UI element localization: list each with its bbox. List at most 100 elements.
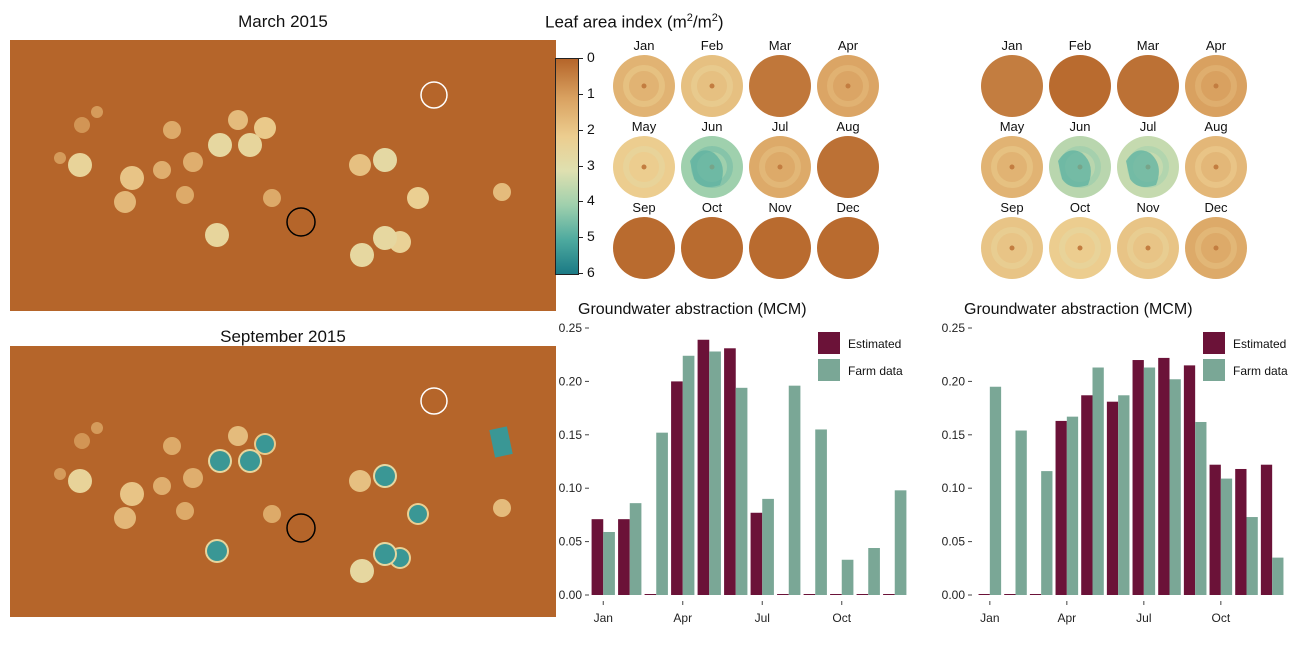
- y-tick-label: 0.00: [559, 588, 583, 602]
- lai-month-cell: Mar: [1116, 38, 1180, 120]
- bar-estimated: [1055, 420, 1067, 595]
- lai-field-disc: [1117, 217, 1179, 279]
- lai-field-disc: [1117, 55, 1179, 117]
- x-tick-label: Jul: [755, 611, 770, 625]
- y-tick-label: 0.15: [942, 428, 966, 442]
- month-label: Apr: [1205, 38, 1227, 53]
- lai-month-cell: Jun: [1048, 119, 1112, 201]
- bar-estimated: [1029, 594, 1042, 595]
- lai-field-disc: [749, 136, 811, 198]
- x-tick-label: Jan: [980, 611, 999, 625]
- bar-estimated: [1132, 360, 1144, 595]
- lai-month-cell: Dec: [1184, 200, 1248, 282]
- bar-estimated: [883, 594, 895, 595]
- lai-field-disc: [817, 217, 879, 279]
- colorbar-tick: [578, 58, 583, 59]
- bar-estimated: [1004, 594, 1016, 595]
- lai-month-cell: Nov: [1116, 200, 1180, 282]
- bar-farm-data: [1246, 517, 1258, 595]
- lai-month-cell: Apr: [816, 38, 880, 120]
- y-tick-label: 0.00: [942, 588, 966, 602]
- lai-month-cell: Dec: [816, 200, 880, 282]
- bar-farm-data: [1118, 395, 1130, 595]
- colorbar-tick: [578, 201, 583, 203]
- colorbar-label: 4: [587, 192, 595, 209]
- lai-field-disc: [681, 55, 743, 117]
- september-2015-map: [10, 346, 556, 617]
- y-tick-label: 0.10: [559, 481, 583, 495]
- bar-estimated: [644, 594, 657, 595]
- lai-field-disc: [1049, 55, 1111, 117]
- bar-farm-data: [894, 490, 907, 595]
- bar-estimated: [671, 381, 683, 595]
- y-tick-label: 0.05: [559, 535, 583, 549]
- bar-estimated: [724, 348, 736, 595]
- month-label: Dec: [836, 200, 860, 215]
- september-map-canvas: [10, 346, 556, 617]
- lai-title: Leaf area index (m2/m2): [545, 12, 724, 32]
- lai-field-disc: [1049, 136, 1111, 198]
- y-tick-label: 0.25: [559, 321, 583, 335]
- month-label: Nov: [768, 200, 792, 215]
- colorbar-tick: [578, 273, 583, 274]
- legend-swatch: [1203, 359, 1225, 381]
- bar-estimated: [1209, 464, 1221, 595]
- bar-estimated: [1106, 401, 1119, 595]
- month-label: Feb: [1068, 38, 1092, 53]
- bar-estimated: [830, 594, 842, 595]
- colorbar-label: 6: [587, 264, 595, 280]
- lai-field-disc: [1185, 55, 1247, 117]
- lai-month-cell: Jan: [980, 38, 1044, 120]
- bar-farm-data: [1195, 421, 1207, 595]
- march-2015-map: [10, 40, 556, 311]
- month-label: Jun: [1069, 119, 1091, 134]
- lai-field-disc: [1185, 217, 1247, 279]
- bar-estimated: [978, 594, 990, 595]
- bar-farm-data: [1169, 379, 1181, 595]
- month-label: Jul: [771, 119, 789, 134]
- bar-estimated: [1260, 464, 1273, 595]
- lai-field-disc: [1185, 136, 1247, 198]
- lai-field-disc: [681, 136, 743, 198]
- x-tick-label: Jul: [1136, 611, 1151, 625]
- lai-month-cell: Nov: [748, 200, 812, 282]
- bar-farm-data: [735, 387, 748, 595]
- legend-swatch: [818, 359, 840, 381]
- lai-month-cell: May: [612, 119, 676, 201]
- lai-colorbar: [555, 58, 579, 275]
- bar-estimated: [1183, 365, 1196, 595]
- colorbar-tick: [578, 129, 583, 131]
- bar-estimated: [618, 519, 630, 595]
- month-label: May: [999, 119, 1025, 134]
- lai-field-disc: [817, 55, 879, 117]
- bar-farm-data: [682, 355, 695, 595]
- y-tick-label: 0.25: [942, 321, 966, 335]
- lai-field-disc: [749, 55, 811, 117]
- legend-label: Farm data: [1233, 364, 1288, 378]
- y-tick-label: 0.15: [559, 428, 583, 442]
- march-map-title: March 2015: [238, 12, 328, 31]
- chart-1-title: Groundwater abstraction (MCM): [578, 301, 807, 318]
- bar-farm-data: [1272, 557, 1284, 595]
- bar-farm-data: [629, 503, 642, 595]
- lai-month-cell: Oct: [1048, 200, 1112, 282]
- colorbar-label: 5: [587, 228, 595, 245]
- month-label: Feb: [700, 38, 724, 53]
- month-label: Jul: [1139, 119, 1157, 134]
- colorbar-tick: [578, 165, 583, 167]
- lai-month-cell: Mar: [748, 38, 812, 120]
- bar-farm-data: [1092, 367, 1104, 595]
- bar-farm-data: [815, 429, 827, 595]
- colorbar-label: 3: [587, 156, 595, 173]
- lai-grid-field-1: Jan Feb Mar Apr May Jun Jul Aug Sep Oct Nov Dec: [612, 38, 892, 279]
- bar-farm-data: [762, 498, 774, 595]
- groundwater-chart-2: 0.00 0.05 0.10 0.15 0.20 0.25 Jan Apr Jul Oct Esti…: [925, 318, 1295, 643]
- legend-swatch: [1203, 332, 1225, 354]
- march-map-canvas: [10, 40, 556, 311]
- y-tick-label: 0.05: [942, 535, 966, 549]
- lai-month-cell: Jul: [748, 119, 812, 201]
- lai-month-cell: Sep: [980, 200, 1044, 282]
- colorbar-tick: [578, 237, 583, 239]
- bar-farm-data: [989, 386, 1002, 595]
- bar-farm-data: [1143, 367, 1156, 595]
